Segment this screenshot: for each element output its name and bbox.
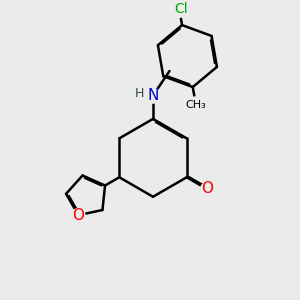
Text: CH₃: CH₃: [186, 100, 206, 110]
Circle shape: [171, 1, 188, 17]
Circle shape: [146, 88, 160, 103]
Text: Cl: Cl: [174, 2, 188, 16]
Text: H: H: [135, 87, 145, 100]
Text: N: N: [148, 88, 159, 103]
Circle shape: [72, 208, 85, 222]
Circle shape: [188, 97, 204, 114]
Text: O: O: [72, 208, 84, 223]
Circle shape: [201, 183, 212, 194]
Text: O: O: [201, 181, 213, 196]
